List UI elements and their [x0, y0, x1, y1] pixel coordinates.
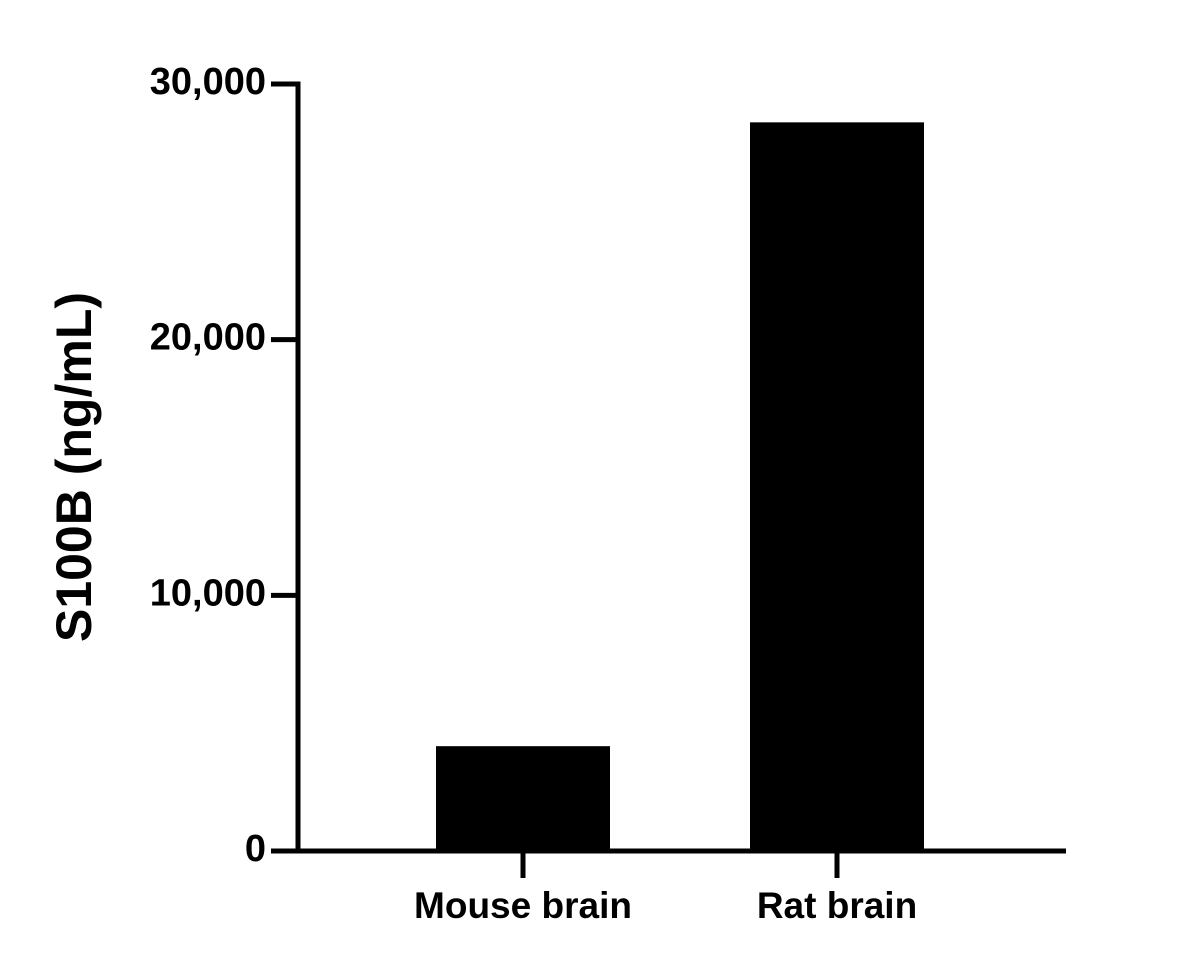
bar	[750, 122, 924, 852]
x-tick-label: Rat brain	[757, 885, 917, 926]
y-tick-label: 30,000	[150, 61, 266, 103]
x-tick-label: Mouse brain	[414, 885, 632, 926]
bar	[436, 746, 610, 851]
y-axis-title: S100B (ng/mL)	[46, 292, 102, 642]
y-tick-label: 10,000	[150, 572, 266, 614]
y-tick-label: 20,000	[150, 317, 266, 359]
y-tick-label: 0	[245, 828, 266, 870]
